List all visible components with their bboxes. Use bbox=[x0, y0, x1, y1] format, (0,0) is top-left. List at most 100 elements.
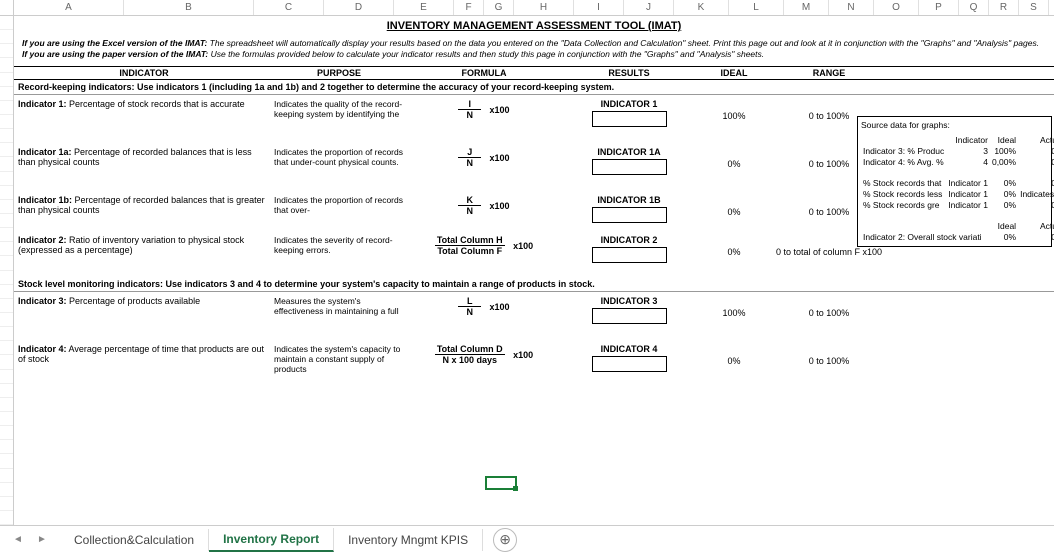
fill-handle[interactable] bbox=[513, 486, 518, 491]
src-r2-ind: 4 bbox=[946, 157, 990, 168]
col-header-q[interactable]: Q bbox=[959, 0, 989, 15]
ind4-name: Indicator 4: bbox=[18, 344, 67, 354]
src-r6h-ideal: Ideal bbox=[990, 221, 1018, 232]
row-header[interactable] bbox=[0, 129, 13, 143]
col-header-a[interactable]: A bbox=[14, 0, 124, 15]
row-header[interactable] bbox=[0, 214, 13, 228]
ind1-res-box[interactable] bbox=[592, 111, 667, 127]
add-sheet-button[interactable]: ⊕ bbox=[493, 528, 517, 552]
active-cell[interactable] bbox=[485, 476, 517, 490]
hdr-purpose: PURPOSE bbox=[274, 67, 404, 79]
row-header[interactable] bbox=[0, 157, 13, 171]
row-header[interactable] bbox=[0, 398, 13, 412]
row-header[interactable] bbox=[0, 285, 13, 299]
row-header[interactable] bbox=[0, 143, 13, 157]
col-header-f[interactable]: F bbox=[454, 0, 484, 15]
row-header[interactable] bbox=[0, 242, 13, 256]
col-header-m[interactable]: M bbox=[784, 0, 829, 15]
ind4-res-box[interactable] bbox=[592, 356, 667, 372]
row-header[interactable] bbox=[0, 370, 13, 384]
ind2-res-box[interactable] bbox=[592, 247, 667, 263]
col-header-n[interactable]: N bbox=[829, 0, 874, 15]
ind1-num: I bbox=[458, 99, 481, 110]
row-header[interactable] bbox=[0, 440, 13, 454]
row-header[interactable] bbox=[0, 313, 13, 327]
col-header-d[interactable]: D bbox=[324, 0, 394, 15]
ind3-res-label: INDICATOR 3 bbox=[564, 296, 694, 306]
col-header-k[interactable]: K bbox=[674, 0, 729, 15]
src-r4-label: % Stock records less bbox=[861, 189, 946, 200]
indicator-3-row: Indicator 3: Percentage of products avai… bbox=[14, 292, 1054, 340]
row-header[interactable] bbox=[0, 228, 13, 242]
row-header[interactable] bbox=[0, 384, 13, 398]
src-r2-actual: 0% bbox=[1018, 157, 1054, 168]
src-r4-actual: Indicates th bbox=[1018, 189, 1054, 200]
row-header[interactable] bbox=[0, 256, 13, 270]
tab-collection-calculation[interactable]: Collection&Calculation bbox=[60, 529, 209, 551]
ind1-x100: x100 bbox=[489, 105, 509, 115]
ind3-res-box[interactable] bbox=[592, 308, 667, 324]
worksheet-area[interactable]: INVENTORY MANAGEMENT ASSESSMENT TOOL (IM… bbox=[14, 16, 1054, 525]
row-header[interactable] bbox=[0, 299, 13, 313]
row-header[interactable] bbox=[0, 73, 13, 87]
col-header-e[interactable]: E bbox=[394, 0, 454, 15]
col-header-s[interactable]: S bbox=[1019, 0, 1049, 15]
row-header[interactable] bbox=[0, 186, 13, 200]
column-header-row: ABCDEFGHIJKLMNOPQRS bbox=[0, 0, 1054, 16]
row-header[interactable] bbox=[0, 101, 13, 115]
row-header[interactable] bbox=[0, 454, 13, 468]
col-header-h[interactable]: H bbox=[514, 0, 574, 15]
row-header[interactable] bbox=[0, 87, 13, 101]
col-header-g[interactable]: G bbox=[484, 0, 514, 15]
row-header[interactable] bbox=[0, 355, 13, 369]
row-header[interactable] bbox=[0, 44, 13, 58]
row-header[interactable] bbox=[0, 200, 13, 214]
col-header-l[interactable]: L bbox=[729, 0, 784, 15]
ind1a-res-box[interactable] bbox=[592, 159, 667, 175]
row-header[interactable] bbox=[0, 497, 13, 511]
row-header[interactable] bbox=[0, 58, 13, 72]
select-all-corner[interactable] bbox=[0, 0, 14, 15]
ind1b-res-box[interactable] bbox=[592, 207, 667, 223]
src-r1-ideal: 100% bbox=[990, 146, 1018, 157]
row-header[interactable] bbox=[0, 469, 13, 483]
ind1b-ideal: 0% bbox=[694, 195, 774, 217]
row-header[interactable] bbox=[0, 271, 13, 285]
tab-inventory-report[interactable]: Inventory Report bbox=[209, 528, 334, 552]
col-header-j[interactable]: J bbox=[624, 0, 674, 15]
ind3-x100: x100 bbox=[489, 302, 509, 312]
row-header[interactable] bbox=[0, 172, 13, 186]
row-header[interactable] bbox=[0, 16, 13, 30]
ind2-purpose: Indicates the severity of record-keeping… bbox=[274, 235, 404, 255]
row-header[interactable] bbox=[0, 412, 13, 426]
row-header-col bbox=[0, 16, 14, 525]
row-header[interactable] bbox=[0, 327, 13, 341]
row-header[interactable] bbox=[0, 426, 13, 440]
row-header[interactable] bbox=[0, 511, 13, 525]
ind4-range: 0 to 100% bbox=[774, 344, 884, 366]
row-header[interactable] bbox=[0, 30, 13, 44]
src-r6h-actual: Actual bbox=[1018, 221, 1054, 232]
tab-inventory-mngmt-kpis[interactable]: Inventory Mngmt KPIS bbox=[334, 529, 483, 551]
col-header-o[interactable]: O bbox=[874, 0, 919, 15]
tab-nav-next-icon[interactable]: ► bbox=[37, 534, 47, 545]
ind1-name: Indicator 1: bbox=[18, 99, 67, 109]
hdr-results: RESULTS bbox=[564, 67, 694, 79]
col-header-p[interactable]: P bbox=[919, 0, 959, 15]
col-header-b[interactable]: B bbox=[124, 0, 254, 15]
row-header[interactable] bbox=[0, 341, 13, 355]
src-r1-ind: 3 bbox=[946, 146, 990, 157]
src-r5-actual: 0% bbox=[1018, 200, 1054, 211]
col-header-r[interactable]: R bbox=[989, 0, 1019, 15]
tab-nav-prev-icon[interactable]: ◄ bbox=[13, 534, 23, 545]
col-header-i[interactable]: I bbox=[574, 0, 624, 15]
src-h-actual: Actual bbox=[1018, 135, 1054, 146]
src-r2-label: Indicator 4: % Avg. % bbox=[861, 157, 946, 168]
row-header[interactable] bbox=[0, 115, 13, 129]
row-header[interactable] bbox=[0, 483, 13, 497]
ind4-den: N x 100 days bbox=[435, 355, 505, 365]
col-header-c[interactable]: C bbox=[254, 0, 324, 15]
src-r3-ind: Indicator 1 bbox=[946, 178, 990, 189]
ind1a-ideal: 0% bbox=[694, 147, 774, 169]
src-title: Source data for graphs: bbox=[861, 120, 1048, 131]
